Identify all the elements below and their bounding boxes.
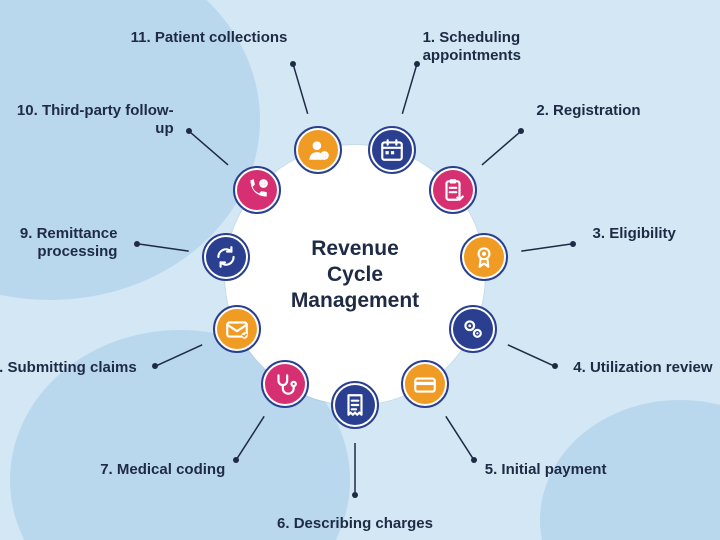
cycle-label-4: 4. Utilization review xyxy=(573,359,720,377)
connector-line xyxy=(236,416,264,460)
cycle-node-8 xyxy=(213,305,261,353)
node-disc xyxy=(237,170,277,210)
cycle-node-3 xyxy=(460,233,508,281)
node-disc xyxy=(265,364,305,404)
gears-icon xyxy=(460,316,486,342)
connector-line xyxy=(155,345,202,367)
node-disc xyxy=(206,237,246,277)
cycle-node-1 xyxy=(368,126,416,174)
refresh-icon xyxy=(213,244,239,270)
clipboard-icon xyxy=(440,177,466,203)
connector-line xyxy=(482,131,521,165)
connector-line xyxy=(189,131,228,165)
connector-dot xyxy=(186,128,192,134)
connector-line xyxy=(446,416,474,460)
cycle-node-6 xyxy=(331,381,379,429)
node-disc xyxy=(453,309,493,349)
cycle-label-6: 6. Describing charges xyxy=(275,515,435,533)
connector-line xyxy=(508,345,555,367)
cycle-label-5: 5. Initial payment xyxy=(485,461,645,479)
cycle-label-8: 8. Submitting claims xyxy=(0,359,137,377)
calendar-icon xyxy=(379,137,405,163)
cycle-node-9 xyxy=(202,233,250,281)
connector-dot xyxy=(352,492,358,498)
connector-line xyxy=(293,64,308,114)
connector-line xyxy=(521,244,572,251)
cycle-label-2: 2. Registration xyxy=(536,102,696,120)
badge-icon xyxy=(471,244,497,270)
cycle-label-1: 1. Scheduling appointments xyxy=(423,29,583,65)
center-title-line3: Management xyxy=(291,289,419,312)
card-icon xyxy=(412,371,438,397)
node-disc xyxy=(464,237,504,277)
connector-dot xyxy=(134,241,140,247)
connector-dot xyxy=(414,61,420,67)
cycle-node-10 xyxy=(233,166,281,214)
connector-dot xyxy=(290,61,296,67)
center-title-line2: Cycle xyxy=(327,263,383,286)
connector-line xyxy=(137,244,188,251)
node-disc xyxy=(217,309,257,349)
cycle-label-9: 9. Remittance processing xyxy=(0,225,117,261)
node-disc xyxy=(433,170,473,210)
receipt-icon xyxy=(342,392,368,418)
connector-line xyxy=(402,64,417,114)
user-icon xyxy=(305,137,331,163)
diagram-stage: Revenue Cycle Management 1. Scheduling a… xyxy=(0,0,720,540)
cycle-label-11: 11. Patient collections xyxy=(127,29,287,47)
cycle-label-3: 3. Eligibility xyxy=(593,225,720,243)
cycle-label-10: 10. Third-party follow-up xyxy=(14,102,174,138)
cycle-label-7: 7. Medical coding xyxy=(65,461,225,479)
stetho-icon xyxy=(272,371,298,397)
center-title: Revenue Cycle Management xyxy=(291,236,419,315)
connector-dot xyxy=(570,241,576,247)
center-title-line1: Revenue xyxy=(311,237,399,260)
phone-icon xyxy=(244,177,270,203)
node-disc xyxy=(335,385,375,425)
cycle-node-4 xyxy=(449,305,497,353)
connector-dot xyxy=(471,457,477,463)
cycle-node-2 xyxy=(429,166,477,214)
node-disc xyxy=(372,130,412,170)
cycle-node-7 xyxy=(261,360,309,408)
envelope-icon xyxy=(224,316,250,342)
